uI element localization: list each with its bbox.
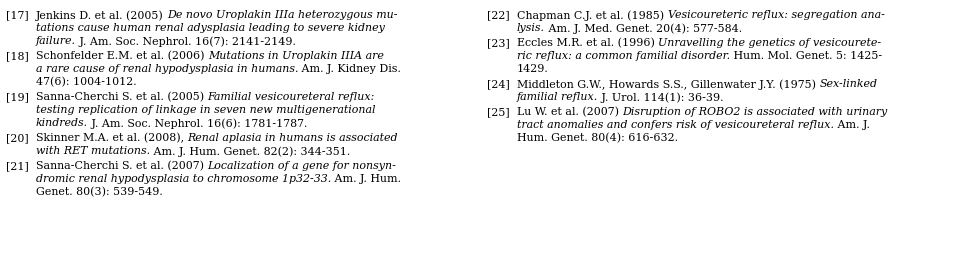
Text: [25]: [25]: [487, 107, 510, 117]
Text: J. Am. Soc. Nephrol. 16(7): 2141-2149.: J. Am. Soc. Nephrol. 16(7): 2141-2149.: [76, 36, 296, 46]
Text: [22]: [22]: [487, 10, 510, 20]
Text: Middleton G.W., Howards S.S., Gillenwater J.Y. (1975): Middleton G.W., Howards S.S., Gillenwate…: [517, 79, 819, 90]
Text: 1429.: 1429.: [517, 64, 549, 74]
Text: testing replication of linkage in seven new multigenerational: testing replication of linkage in seven …: [36, 105, 376, 115]
Text: Sanna-Cherchi S. et al. (2007): Sanna-Cherchi S. et al. (2007): [36, 161, 208, 171]
Text: Hum. Genet. 80(4): 616-632.: Hum. Genet. 80(4): 616-632.: [517, 133, 678, 143]
Text: Lu W. et al. (2007): Lu W. et al. (2007): [517, 107, 623, 117]
Text: Skinner M.A. et al. (2008),: Skinner M.A. et al. (2008),: [36, 133, 188, 143]
Text: Disruption of ROBO2 is associated with urinary: Disruption of ROBO2 is associated with u…: [623, 107, 888, 117]
Text: lysis.: lysis.: [517, 23, 545, 33]
Text: with RET mutations.: with RET mutations.: [36, 146, 150, 156]
Text: Genet. 80(3): 539-549.: Genet. 80(3): 539-549.: [36, 187, 163, 197]
Text: Mutations in Uroplakin IIIA are: Mutations in Uroplakin IIIA are: [208, 51, 384, 61]
Text: [19]: [19]: [6, 92, 29, 102]
Text: ric reflux: a common familial disorder.: ric reflux: a common familial disorder.: [517, 51, 730, 61]
Text: [20]: [20]: [6, 133, 29, 143]
Text: Renal aplasia in humans is associated: Renal aplasia in humans is associated: [188, 133, 399, 143]
Text: Am. J.: Am. J.: [834, 120, 870, 130]
Text: tations cause human renal adysplasia leading to severe kidney: tations cause human renal adysplasia lea…: [36, 23, 385, 33]
Text: De novo Uroplakin IIIa heterozygous mu-: De novo Uroplakin IIIa heterozygous mu-: [168, 10, 398, 20]
Text: Sex-linked: Sex-linked: [819, 79, 878, 89]
Text: [17]: [17]: [6, 10, 29, 20]
Text: [18]: [18]: [6, 51, 29, 61]
Text: failure.: failure.: [36, 36, 76, 46]
Text: J. Am. Soc. Nephrol. 16(6): 1781-1787.: J. Am. Soc. Nephrol. 16(6): 1781-1787.: [88, 118, 308, 129]
Text: tract anomalies and confers risk of vesicoureteral reflux.: tract anomalies and confers risk of vesi…: [517, 120, 834, 130]
Text: Hum. Mol. Genet. 5: 1425-: Hum. Mol. Genet. 5: 1425-: [730, 51, 882, 61]
Text: [24]: [24]: [487, 79, 510, 89]
Text: kindreds.: kindreds.: [36, 118, 88, 128]
Text: [21]: [21]: [6, 161, 29, 171]
Text: dromic renal hypodysplasia to chromosome 1p32-33.: dromic renal hypodysplasia to chromosome…: [36, 174, 331, 184]
Text: Am. J. Hum.: Am. J. Hum.: [331, 174, 401, 184]
Text: J. Urol. 114(1): 36-39.: J. Urol. 114(1): 36-39.: [598, 92, 723, 102]
Text: Am. J. Kidney Dis.: Am. J. Kidney Dis.: [299, 64, 401, 74]
Text: Schonfelder E.M. et al. (2006): Schonfelder E.M. et al. (2006): [36, 51, 208, 61]
Text: Eccles M.R. et al. (1996): Eccles M.R. et al. (1996): [517, 38, 658, 48]
Text: Jenkins D. et al. (2005): Jenkins D. et al. (2005): [36, 10, 168, 20]
Text: Am. J. Hum. Genet. 82(2): 344-351.: Am. J. Hum. Genet. 82(2): 344-351.: [150, 146, 351, 157]
Text: Chapman C.J. et al. (1985): Chapman C.J. et al. (1985): [517, 10, 668, 20]
Text: Sanna-Cherchi S. et al. (2005): Sanna-Cherchi S. et al. (2005): [36, 92, 208, 102]
Text: 47(6): 1004-1012.: 47(6): 1004-1012.: [36, 77, 137, 87]
Text: Localization of a gene for nonsyn-: Localization of a gene for nonsyn-: [208, 161, 397, 171]
Text: [23]: [23]: [487, 38, 510, 48]
Text: Vesicoureteric reflux: segregation ana-: Vesicoureteric reflux: segregation ana-: [668, 10, 884, 20]
Text: Am. J. Med. Genet. 20(4): 577-584.: Am. J. Med. Genet. 20(4): 577-584.: [545, 23, 742, 34]
Text: a rare cause of renal hypodysplasia in humans.: a rare cause of renal hypodysplasia in h…: [36, 64, 299, 74]
Text: familial reflux.: familial reflux.: [517, 92, 598, 102]
Text: Unravelling the genetics of vesicourete-: Unravelling the genetics of vesicourete-: [658, 38, 881, 48]
Text: Familial vesicoureteral reflux:: Familial vesicoureteral reflux:: [208, 92, 375, 102]
